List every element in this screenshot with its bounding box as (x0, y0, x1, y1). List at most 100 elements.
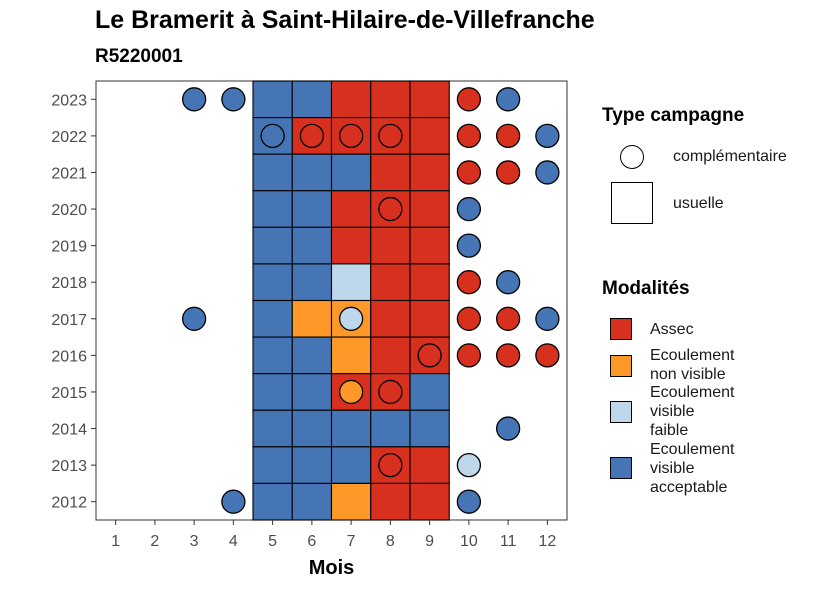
heatmap-tile (409, 117, 450, 155)
legend-label-line: non visible (650, 366, 726, 383)
campaign-point (378, 379, 403, 405)
heatmap-tile (291, 446, 333, 484)
campaign-point (495, 343, 521, 368)
legend-label-line: visible (650, 403, 695, 420)
heatmap-tile (252, 373, 293, 411)
heatmap-tile (330, 80, 372, 119)
heatmap-tile (291, 373, 333, 411)
legend-label-non-visible: Ecoulement non visible (650, 346, 735, 384)
campaign-point (417, 343, 442, 368)
y-tick-label: 2018 (51, 275, 87, 292)
heatmap-tile (252, 446, 293, 484)
x-tick-label: 11 (500, 533, 517, 550)
heatmap-tile (291, 153, 333, 192)
campaign-point (378, 452, 403, 478)
chart-title: Le Bramerit à Saint-Hilaire-de-Villefran… (95, 6, 595, 34)
y-tick-label: 2016 (51, 348, 87, 365)
heatmap-tile (291, 336, 333, 375)
heatmap-tile (330, 336, 372, 375)
heatmap-tile (409, 80, 450, 119)
x-tick-label: 12 (538, 533, 556, 550)
y-tick-label: 2021 (51, 165, 87, 182)
campaign-point (495, 87, 521, 112)
legend-label-visible-faible: Ecoulement visible faible (650, 383, 735, 440)
y-tick-label: 2023 (51, 92, 87, 109)
campaign-point (535, 306, 560, 331)
heatmap-tile (370, 263, 411, 302)
campaign-point (456, 196, 482, 222)
campaign-point (456, 489, 482, 514)
heatmap-tile (291, 263, 333, 302)
y-tick-label: 2015 (51, 385, 87, 402)
heatmap-tile (252, 80, 293, 119)
campaign-point (378, 196, 403, 222)
heatmap-tile (291, 190, 333, 228)
campaign-point (456, 343, 482, 368)
x-tick-label: 4 (229, 533, 238, 550)
campaign-point (456, 123, 482, 149)
heatmap-tile (252, 263, 293, 302)
heatmap-tile (370, 336, 411, 375)
legend-key-assec (610, 318, 632, 340)
legend-modalites-title: Modalités (602, 278, 690, 299)
legend-label-line: acceptable (650, 479, 728, 496)
campaign-point (378, 123, 403, 149)
heatmap-tile (252, 336, 293, 375)
campaign-point (221, 87, 246, 112)
y-tick-label: 2022 (51, 129, 87, 146)
y-tick-label: 2020 (51, 202, 87, 219)
y-tick-label: 2014 (51, 422, 87, 439)
heatmap-tile (291, 226, 333, 265)
chart-subtitle: R5220001 (95, 46, 183, 67)
campaign-point (338, 379, 364, 405)
heatmap-tile (330, 446, 372, 484)
campaign-point (338, 123, 364, 149)
legend-label-line: Ecoulement (650, 347, 735, 364)
y-tick-label: 2019 (51, 239, 87, 256)
y-tick-label: 2013 (51, 458, 87, 475)
x-tick-label: 8 (386, 533, 395, 550)
x-tick-label: 6 (307, 533, 316, 550)
campaign-point (495, 416, 521, 441)
y-tick-label: 2017 (51, 312, 87, 329)
campaign-point (181, 87, 207, 112)
heatmap-tile (409, 190, 450, 228)
heatmap-tile (252, 482, 293, 521)
heatmap-tile (370, 482, 411, 521)
legend-type-title: Type campagne (602, 105, 745, 126)
heatmap-tile (409, 446, 450, 484)
campaign-point (495, 306, 521, 331)
heatmap-tile (409, 409, 450, 448)
legend-label-usuelle: usuelle (673, 195, 724, 212)
heatmap-tile (252, 299, 293, 338)
campaign-point (456, 160, 482, 185)
legend-label-complementaire: complémentaire (673, 148, 787, 165)
heatmap-tile (330, 409, 372, 448)
legend-label-visible-acceptable: Ecoulement visible acceptable (650, 440, 735, 497)
legend-label-line: visible (650, 460, 695, 477)
campaign-point (495, 160, 521, 185)
legend-label-line: Ecoulement (650, 441, 735, 458)
x-tick-label: 2 (150, 533, 159, 550)
campaign-point (260, 123, 285, 149)
legend-label-assec: Assec (650, 320, 694, 339)
heatmap-tile (330, 226, 372, 265)
heatmap-tile (252, 409, 293, 448)
heatmap-tile (291, 299, 333, 338)
heatmap-tile (409, 482, 450, 521)
heatmap-tile (291, 409, 333, 448)
campaign-point (456, 87, 482, 112)
heatmap-tile (330, 263, 372, 302)
campaign-point (456, 270, 482, 295)
legend-label-line: Ecoulement (650, 384, 735, 401)
campaign-point (495, 270, 521, 295)
heatmap-tile (409, 226, 450, 265)
x-tick-label: 10 (460, 533, 478, 550)
campaign-point (338, 306, 364, 331)
heatmap-tile (409, 153, 450, 192)
heatmap-tile (252, 153, 293, 192)
campaign-point (535, 343, 560, 368)
x-tick-label: 3 (190, 533, 199, 550)
x-tick-label: 1 (111, 533, 120, 550)
